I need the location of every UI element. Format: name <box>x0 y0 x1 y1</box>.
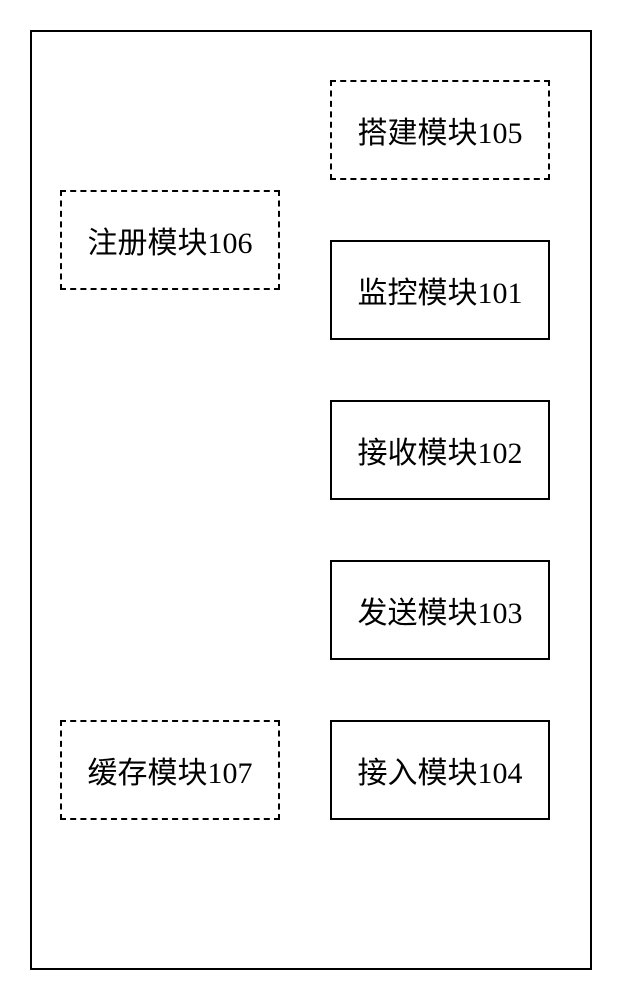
module-build-105: 搭建模块105 <box>330 80 550 180</box>
module-send-103: 发送模块103 <box>330 560 550 660</box>
module-monitor-101: 监控模块101 <box>330 240 550 340</box>
module-label: 监控模块101 <box>358 268 523 312</box>
module-access-104: 接入模块104 <box>330 720 550 820</box>
module-label: 缓存模块107 <box>88 748 253 792</box>
module-label: 发送模块103 <box>358 588 523 632</box>
module-register-106: 注册模块106 <box>60 190 280 290</box>
module-label: 搭建模块105 <box>358 108 523 152</box>
module-label: 接入模块104 <box>358 748 523 792</box>
module-label: 接收模块102 <box>358 428 523 472</box>
module-receive-102: 接收模块102 <box>330 400 550 500</box>
module-cache-107: 缓存模块107 <box>60 720 280 820</box>
module-label: 注册模块106 <box>88 218 253 262</box>
